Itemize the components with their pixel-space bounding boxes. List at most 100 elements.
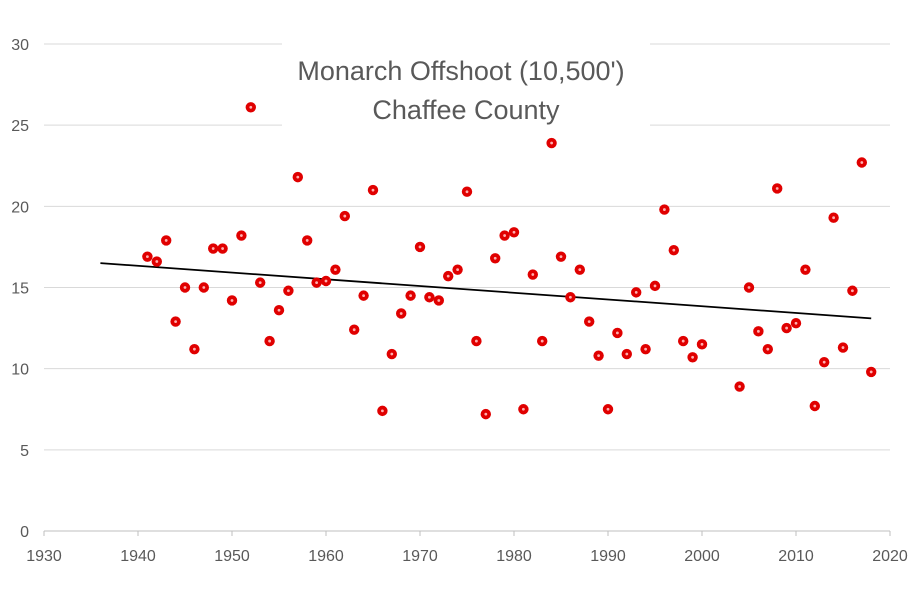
y-tick-label: 5 [20,443,29,460]
data-point [678,335,689,347]
data-point-highlight [475,339,478,343]
data-point-highlight [221,247,225,250]
data-point-highlight [681,339,685,343]
data-point-highlight [399,312,403,315]
data-point-highlight [813,404,817,408]
x-tick-label: 1950 [214,548,250,565]
data-point-highlight [277,308,281,312]
data-point-highlight [183,286,187,289]
data-point [264,335,275,347]
chart-title: Monarch Offshoot (10,500') Chaffee Count… [282,40,650,126]
data-point-highlight [766,347,770,351]
data-point [367,184,379,196]
x-tick-label: 1990 [590,548,626,565]
data-point [659,204,670,215]
data-point-highlight [202,286,206,289]
data-point-highlight [324,279,328,283]
data-point-highlight [465,190,469,194]
data-point [612,327,623,339]
data-point-highlight [211,247,215,250]
data-point [819,356,830,368]
data-point-highlight [362,294,365,298]
y-tick-label: 0 [20,524,29,541]
data-point [866,366,877,378]
data-point [856,157,867,168]
data-point-highlight [305,239,309,242]
data-point-highlight [381,409,384,413]
data-point-highlight [747,286,751,289]
data-point-highlight [794,321,798,325]
data-point-highlight [785,326,788,330]
data-point-highlight [371,188,375,192]
data-point-highlight [390,352,394,356]
data-point-highlight [860,161,864,164]
data-point [593,350,604,361]
data-point [461,186,473,197]
data-point [255,277,266,288]
data-point [349,324,360,335]
y-tick-label: 15 [11,281,29,298]
data-point [170,316,181,327]
data-point-highlight [503,234,506,237]
data-point [565,292,576,303]
y-tick-label: 10 [11,362,29,379]
data-point-highlight [775,187,779,190]
data-point-highlight [493,256,497,260]
data-point-highlight [597,354,600,358]
data-point [734,381,745,392]
trendline-group [100,262,872,320]
data-point [753,326,764,337]
data-point-highlight [287,289,290,293]
data-point [828,212,839,223]
data-point-highlight [437,299,441,302]
data-point-highlight [616,331,619,335]
data-point [781,322,792,334]
data-point-highlight [456,268,459,272]
data-point-highlight [653,284,657,288]
data-point [743,282,755,293]
data-point [405,290,416,301]
data-point-highlight [315,281,318,285]
data-point [837,342,849,353]
data-point-highlight [268,339,271,343]
data-point [273,305,285,316]
data-point-highlight [240,234,243,237]
data-point [668,244,679,256]
trendline [100,262,872,320]
data-point [377,405,388,417]
data-point [311,277,322,288]
data-point-highlight [512,230,516,234]
data-point [245,102,256,113]
x-tick-label: 2010 [778,548,814,565]
data-point [386,348,397,360]
data-point-highlight [841,346,845,349]
data-point-highlight [587,320,591,323]
data-point-highlight [663,208,666,211]
data-point [236,230,247,241]
data-point [283,285,294,296]
data-point [631,287,642,298]
data-point [687,352,698,363]
data-point [602,404,614,415]
data-point-highlight [672,248,676,252]
data-point [151,256,162,267]
data-point [621,348,632,360]
data-point-highlight [691,355,694,359]
data-point-highlight [164,239,168,242]
data-point [471,335,482,347]
data-point [649,280,661,292]
data-point-highlight [634,290,638,294]
data-point-highlight [418,245,422,249]
data-point [198,282,209,293]
data-point [339,210,350,222]
data-point-highlight [155,260,159,263]
data-point-highlight [738,385,741,388]
chart-title-line-2: Chaffee County [372,95,560,125]
data-point [762,343,773,355]
data-point [302,235,313,246]
data-point [508,227,520,238]
data-point-highlight [757,329,760,333]
data-point-highlight [851,289,854,293]
data-point-highlight [550,141,553,145]
